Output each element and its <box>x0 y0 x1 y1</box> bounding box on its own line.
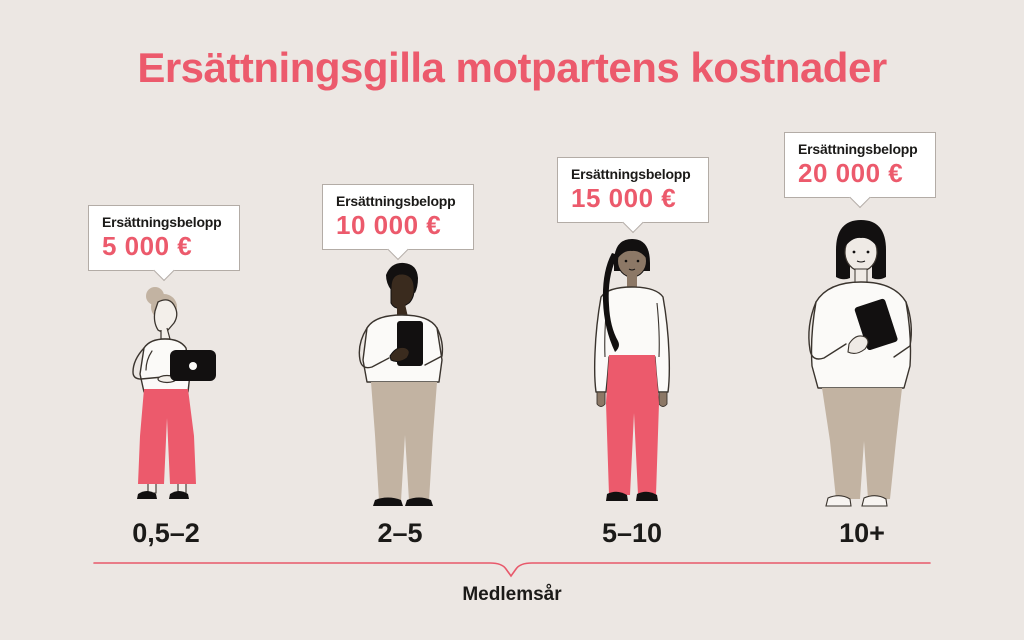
speech-bubble-3: Ersättningsbelopp 15 000 € <box>557 157 709 224</box>
bubble-amount: 5 000 € <box>102 230 193 261</box>
figure-man-tablet-icon <box>358 262 444 506</box>
figure-woman-bob-tablet-icon <box>808 220 913 507</box>
category-label-3: 5–10 <box>601 518 663 548</box>
figure-woman-bun-laptop-icon <box>132 287 216 499</box>
bubble-title: Ersättningsbelopp <box>336 193 456 209</box>
figure-woman-ponytail-icon <box>593 239 671 501</box>
bubble-amount: 20 000 € <box>798 157 904 188</box>
bubble-amount: 15 000 € <box>571 182 677 213</box>
bubble-amount: 10 000 € <box>336 209 442 240</box>
bubble-title: Ersättningsbelopp <box>571 166 691 182</box>
bubble-title: Ersättningsbelopp <box>102 214 222 230</box>
category-label-1: 0,5–2 <box>132 518 200 548</box>
category-label-4: 10+ <box>839 518 885 548</box>
axis-brace-line <box>93 562 931 578</box>
category-label-2: 2–5 <box>377 518 423 548</box>
x-axis-label: Medlemsår <box>462 584 562 605</box>
speech-bubble-2: Ersättningsbelopp 10 000 € <box>322 184 474 251</box>
bubble-title: Ersättningsbelopp <box>798 141 918 157</box>
page-title: Ersättningsgilla motpartens kostnader <box>137 44 887 91</box>
speech-bubble-1: Ersättningsbelopp 5 000 € <box>88 205 240 272</box>
speech-bubble-4: Ersättningsbelopp 20 000 € <box>784 132 936 199</box>
